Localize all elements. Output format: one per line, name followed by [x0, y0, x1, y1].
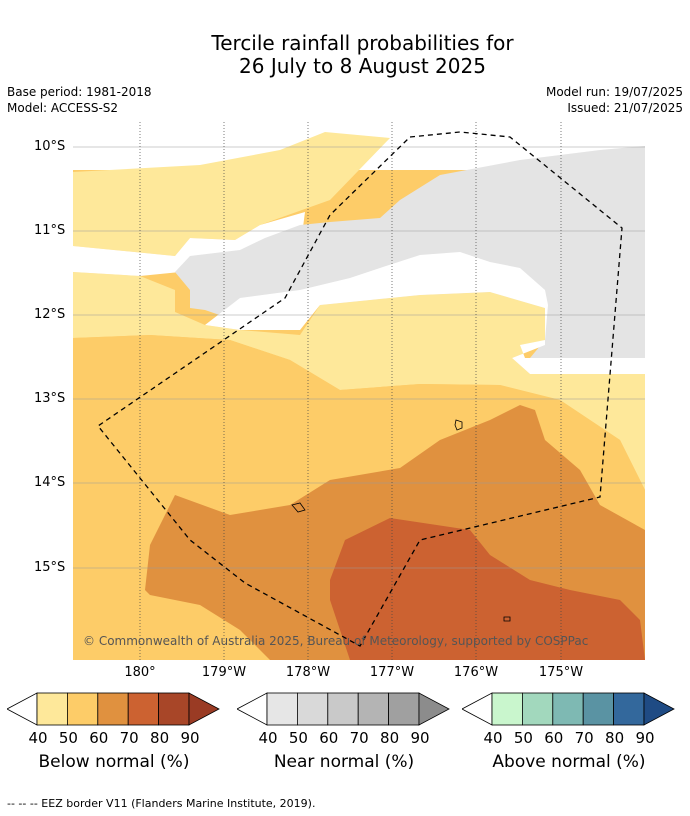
colorbar-tick-label: 50: [58, 729, 78, 747]
no-dominant-central: [205, 252, 645, 374]
colorbar-tick-label: 90: [180, 729, 200, 747]
longitude-label: 177°W: [369, 665, 415, 680]
longitude-label: 180°: [124, 665, 156, 680]
below-40-50-region-central: [73, 272, 645, 490]
latitude-label: 11°S: [34, 223, 66, 238]
title-line-2: 26 July to 8 August 2025: [239, 54, 486, 78]
colorbar-tick-label: 40: [258, 729, 278, 747]
latitude-label: 12°S: [34, 307, 66, 322]
colorbar-swatch: [613, 692, 645, 726]
colorbar: [237, 692, 450, 726]
colorbar-swatch: [297, 692, 329, 726]
colorbar-title: Above normal (%): [492, 752, 646, 772]
colorbar-swatch: [388, 692, 420, 726]
colorbar-tick-label: 80: [150, 729, 170, 747]
colorbar-tick-label: 80: [380, 729, 400, 747]
eez-border: [97, 131, 623, 647]
colorbar-tick-label: 90: [635, 729, 655, 747]
colorbar-swatch: [491, 692, 523, 726]
model-name: Model: ACCESS-S2: [7, 101, 119, 115]
colorbar-tick-label: 70: [349, 729, 369, 747]
colorbar-max-extension: [418, 692, 450, 726]
model-run: Model run: 19/07/2025: [545, 85, 683, 99]
island-outline: [454, 419, 463, 431]
below-70-80-region: [330, 518, 645, 660]
longitude-label: 179°W: [201, 665, 247, 680]
colorbar-tick-label: 40: [28, 729, 48, 747]
colorbar-swatch: [158, 692, 190, 726]
colorbar: [462, 692, 675, 726]
colorbar-swatch: [266, 692, 298, 726]
copyright-text: © Commonwealth of Australia 2025, Bureau…: [83, 634, 588, 648]
colorbar-tick-label: 60: [89, 729, 109, 747]
colorbar-tick-label: 50: [288, 729, 308, 747]
below-40-50-region-north: [73, 132, 390, 256]
longitude-label: 178°W: [285, 665, 331, 680]
colorbar-max-extension: [643, 692, 675, 726]
colorbar: [7, 692, 220, 726]
colorbar-max-extension: [188, 692, 220, 726]
colorbar-tick-label: 40: [483, 729, 503, 747]
title-line-1: Tercile rainfall probabilities for: [211, 31, 514, 55]
colorbar-min-extension: [237, 692, 268, 726]
colorbar-swatch: [522, 692, 554, 726]
colorbar-swatch: [67, 692, 99, 726]
latitude-label: 13°S: [34, 391, 66, 406]
colorbar-title: Below normal (%): [38, 752, 190, 772]
probability-field: [73, 122, 645, 660]
colorbar-tick-label: 70: [119, 729, 139, 747]
colorbar-tick-label: 80: [605, 729, 625, 747]
colorbar-swatch: [357, 692, 389, 726]
island-outline: [291, 502, 306, 513]
base-period: Base period: 1981-2018: [7, 85, 152, 99]
colorbar-title: Near normal (%): [273, 752, 415, 772]
meta-right: Model run: 19/07/2025 Issued: 21/07/2025: [546, 84, 683, 116]
colorbar-swatch: [127, 692, 159, 726]
colorbar-tick-label: 70: [574, 729, 594, 747]
issued-date: Issued: 21/07/2025: [567, 101, 683, 115]
colorbar-min-extension: [462, 692, 493, 726]
colorbar-swatch: [582, 692, 614, 726]
colorbar-tick-label: 50: [513, 729, 533, 747]
colorbar-swatch: [97, 692, 129, 726]
eez-footer-note: -- -- -- EEZ border V11 (Flanders Marine…: [7, 797, 316, 810]
colorbar-swatch: [36, 692, 68, 726]
latitude-label: 10°S: [34, 139, 66, 154]
latitude-label: 14°S: [34, 475, 66, 490]
gridlines: [73, 122, 645, 660]
colorbar-min-extension: [7, 692, 38, 726]
longitude-label: 176°W: [453, 665, 499, 680]
longitude-label: 175°W: [538, 665, 584, 680]
colorbar-tick-label: 90: [410, 729, 430, 747]
latitude-label: 15°S: [34, 560, 66, 575]
chart-title: Tercile rainfall probabilities for 26 Ju…: [0, 32, 690, 78]
island-outline: [503, 616, 511, 622]
meta-left: Base period: 1981-2018 Model: ACCESS-S2: [7, 84, 152, 116]
colorbar-swatch: [327, 692, 359, 726]
colorbar-swatch: [552, 692, 584, 726]
colorbar-tick-label: 60: [319, 729, 339, 747]
colorbar-tick-label: 60: [544, 729, 564, 747]
